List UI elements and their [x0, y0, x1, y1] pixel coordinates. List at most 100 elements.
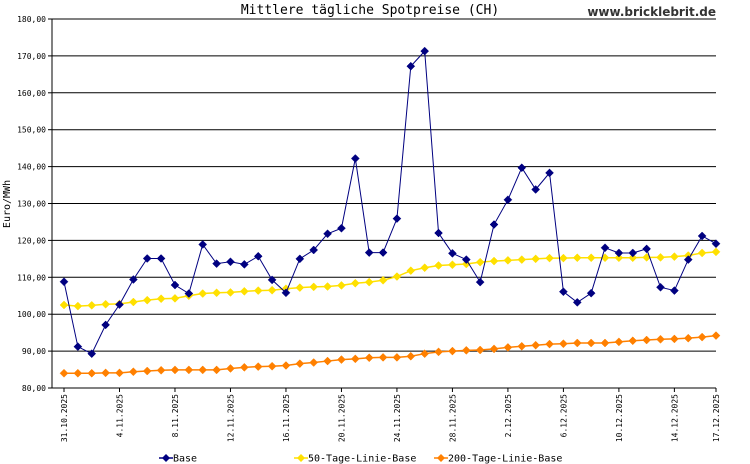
- legend-item: Base: [159, 454, 197, 464]
- data-point: [503, 195, 513, 205]
- data-point: [350, 278, 360, 288]
- data-point: [531, 185, 541, 194]
- data-point: [670, 252, 679, 261]
- data-point: [281, 361, 291, 370]
- data-point: [337, 223, 346, 233]
- data-point: [87, 368, 97, 378]
- legend-label: Base: [173, 454, 197, 464]
- data-point: [267, 275, 277, 285]
- x-tick-label: 4.11.2025: [115, 394, 124, 438]
- y-tick-label: 80,00: [22, 384, 46, 393]
- x-tick-label: 2.12.2025: [504, 394, 513, 438]
- data-point: [406, 61, 416, 71]
- data-point: [184, 365, 194, 375]
- data-point: [73, 368, 83, 378]
- y-tick-label: 120,00: [17, 236, 46, 245]
- x-tick-label: 24.11.2025: [393, 394, 402, 442]
- data-point: [600, 338, 610, 348]
- data-point: [295, 283, 305, 292]
- data-point: [392, 353, 402, 362]
- data-point: [295, 359, 305, 368]
- data-point: [156, 294, 166, 304]
- data-point: [656, 282, 665, 292]
- data-point: [503, 255, 513, 265]
- data-point: [642, 244, 651, 254]
- data-point: [614, 337, 624, 347]
- data-point: [628, 253, 638, 263]
- data-point: [545, 339, 554, 349]
- data-point: [59, 277, 69, 287]
- data-point: [475, 277, 485, 287]
- x-tick-label: 17.12.2025: [712, 394, 721, 442]
- data-point: [267, 285, 277, 295]
- x-tick-label: 6.12.2025: [559, 394, 568, 438]
- series-layer: [59, 46, 721, 378]
- data-point: [406, 266, 416, 276]
- data-point: [420, 349, 430, 359]
- data-point: [226, 257, 235, 267]
- data-point: [461, 255, 471, 264]
- data-point: [87, 349, 97, 359]
- data-point: [448, 346, 457, 356]
- legend-marker: [162, 454, 170, 462]
- data-point: [517, 163, 527, 173]
- data-point: [683, 333, 693, 343]
- x-tick-label: 12.11.2025: [226, 394, 235, 442]
- data-point: [434, 228, 443, 238]
- data-point: [489, 344, 499, 354]
- data-point: [628, 248, 638, 258]
- y-tick-label: 140,00: [17, 163, 46, 172]
- y-tick-label: 160,00: [17, 89, 46, 98]
- x-tick-label: 14.12.2025: [670, 394, 679, 442]
- data-point: [697, 248, 707, 258]
- x-tick-label: 16.11.2025: [282, 394, 291, 442]
- data-point: [239, 260, 249, 269]
- data-point: [212, 365, 221, 375]
- y-tick-label: 180,00: [17, 15, 46, 24]
- data-point: [156, 365, 166, 375]
- data-point: [711, 247, 721, 257]
- y-tick-label: 150,00: [17, 126, 46, 135]
- data-point: [281, 288, 291, 298]
- data-point: [559, 339, 568, 349]
- data-point: [239, 286, 249, 296]
- data-point: [59, 368, 69, 378]
- data-point: [711, 331, 721, 340]
- data-point: [545, 168, 554, 178]
- data-point: [198, 289, 208, 298]
- x-tick-label: 8.11.2025: [171, 394, 180, 438]
- legend-marker: [437, 454, 445, 462]
- data-point: [378, 248, 388, 257]
- x-tick-label: 20.11.2025: [337, 394, 346, 442]
- data-point: [115, 300, 124, 309]
- data-point: [142, 295, 152, 305]
- data-point: [337, 281, 346, 290]
- data-point: [226, 288, 235, 297]
- data-point: [545, 253, 554, 263]
- series-base: [59, 46, 721, 359]
- axes: 80,00 90,00 100,00 110,00 120,00 130,00 140,00…: [17, 15, 721, 442]
- data-point: [101, 299, 110, 309]
- data-point: [198, 240, 208, 249]
- data-point: [531, 340, 541, 350]
- data-point: [656, 253, 665, 262]
- data-point: [142, 366, 152, 376]
- data-point: [59, 300, 69, 310]
- data-point: [198, 365, 208, 375]
- data-point: [253, 251, 263, 261]
- data-point: [475, 257, 485, 267]
- data-point: [489, 220, 499, 229]
- data-point: [253, 362, 263, 371]
- data-point: [697, 332, 707, 342]
- data-point: [129, 367, 138, 377]
- data-point: [73, 301, 83, 311]
- data-point: [434, 347, 443, 357]
- data-point: [656, 334, 665, 344]
- data-point: [572, 253, 582, 263]
- data-point: [212, 288, 221, 298]
- data-point: [101, 320, 110, 330]
- data-point: [267, 361, 277, 371]
- data-point: [392, 214, 402, 223]
- data-point: [350, 354, 360, 364]
